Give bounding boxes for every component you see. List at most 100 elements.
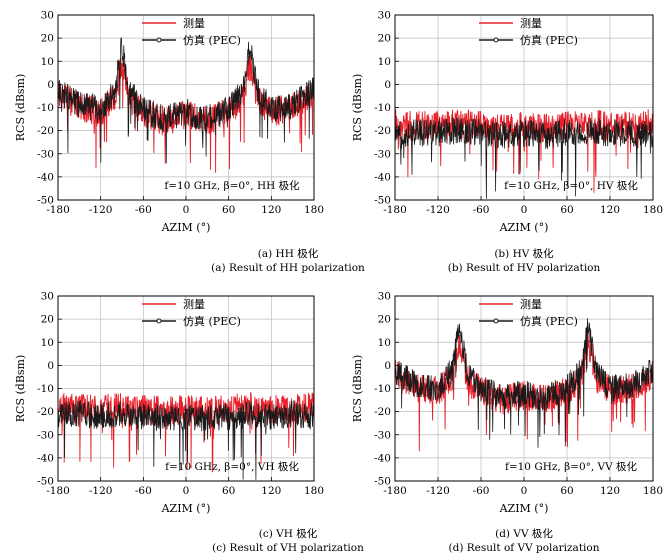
legend-marker — [156, 318, 162, 324]
y-tick-label: -30 — [37, 429, 54, 441]
x-tick-label: -180 — [383, 204, 407, 216]
y-tick-label: 20 — [41, 33, 54, 45]
x-tick-label: 0 — [183, 204, 190, 216]
x-tick-label: -180 — [46, 485, 70, 497]
legend-marker — [493, 318, 499, 324]
y-tick-label: -10 — [37, 383, 54, 395]
y-tick-label: -20 — [37, 125, 54, 137]
y-tick-label: 30 — [378, 291, 391, 303]
condition-annotation: f=10 GHz, β=0°, VH 极化 — [165, 460, 299, 473]
x-tick-label: -120 — [89, 204, 113, 216]
series-line-simulated — [395, 116, 653, 199]
x-tick-label: -60 — [473, 204, 490, 216]
y-tick-label: -10 — [37, 102, 54, 114]
caption-d: (d) VV 极化 (d) Result of VV polarization — [374, 527, 668, 555]
y-tick-label: 10 — [378, 337, 391, 349]
y-tick-label: 20 — [378, 33, 391, 45]
x-tick-label: -180 — [46, 204, 70, 216]
x-tick-label: 180 — [643, 485, 663, 497]
y-tick-label: 30 — [41, 10, 54, 22]
x-tick-label: 60 — [560, 485, 573, 497]
y-tick-label: -20 — [37, 406, 54, 418]
condition-annotation: f=10 GHz, β=0°, HH 极化 — [164, 179, 300, 192]
x-tick-label: 120 — [261, 485, 281, 497]
legend-entry: 测量 — [183, 17, 205, 30]
caption-b-en: (b) Result of HV polarization — [447, 262, 601, 274]
y-tick-label: -30 — [374, 429, 391, 441]
panel-d: -180 -120 -60 0 60 120 180 -50 -40 -30 -20 -10 0 10 20… — [351, 291, 663, 516]
x-tick-label: 0 — [521, 485, 528, 497]
x-tick-label: -120 — [89, 485, 113, 497]
y-tick-label: 0 — [384, 79, 391, 91]
y-tick-label: 30 — [41, 291, 54, 303]
y-tick-label: 0 — [47, 79, 54, 91]
x-tick-label: 180 — [643, 204, 663, 216]
legend-entry: 测量 — [520, 298, 542, 311]
condition-annotation: f=10 GHz, β=0°, HV 极化 — [504, 179, 638, 192]
y-tick-label: -20 — [374, 125, 391, 137]
caption-d-cn: (d) VV 极化 — [495, 528, 553, 540]
legend-entry: 仿真 (PEC) — [183, 314, 241, 328]
x-axis-label: AZIM (°) — [499, 502, 549, 515]
y-tick-label: -50 — [374, 476, 391, 488]
caption-b-cn: (b) HV 极化 — [494, 248, 554, 260]
x-tick-label: 180 — [304, 485, 324, 497]
y-tick-label: 20 — [41, 314, 54, 326]
legend-entry: 仿真 (PEC) — [520, 314, 578, 328]
y-tick-label: -50 — [37, 476, 54, 488]
y-axis-label: RCS (dBsm) — [14, 74, 27, 142]
caption-b: (b) HV 极化 (b) Result of HV polarization — [374, 247, 668, 275]
x-tick-label: 60 — [222, 485, 235, 497]
y-tick-label: -40 — [37, 452, 54, 464]
x-tick-label: 0 — [521, 204, 528, 216]
y-tick-label: -40 — [374, 452, 391, 464]
caption-a-cn: (a) HH 极化 — [257, 248, 319, 260]
y-tick-label: -10 — [374, 383, 391, 395]
series-line-simulated — [58, 37, 314, 164]
x-axis-label: AZIM (°) — [161, 221, 211, 234]
x-tick-label: -120 — [426, 204, 450, 216]
caption-c-en: (c) Result of VH polarization — [212, 542, 364, 554]
x-tick-label: 60 — [560, 204, 573, 216]
x-tick-label: 0 — [183, 485, 190, 497]
legend-marker — [156, 37, 162, 43]
y-tick-label: -20 — [374, 406, 391, 418]
panel-a: -180 -120 -60 0 60 120 180 -50 -40 -30 -20 -10 0 10 20… — [14, 10, 324, 235]
x-tick-label: 60 — [222, 204, 235, 216]
x-tick-label: 120 — [600, 204, 620, 216]
x-tick-label: -120 — [426, 485, 450, 497]
series-line-simulated — [58, 400, 314, 480]
legend-entry: 仿真 (PEC) — [520, 33, 578, 47]
panel-c: -180 -120 -60 0 60 120 180 -50 -40 -30 -20 -10 0 10 20… — [14, 291, 324, 516]
y-tick-label: 10 — [41, 56, 54, 68]
x-axis-label: AZIM (°) — [499, 221, 549, 234]
caption-a-en: (a) Result of HH polarization — [211, 262, 365, 274]
y-tick-label: 0 — [47, 360, 54, 372]
y-tick-label: -40 — [374, 171, 391, 183]
series-line-measured — [395, 109, 653, 193]
y-tick-label: -10 — [374, 102, 391, 114]
x-tick-label: 120 — [600, 485, 620, 497]
y-tick-label: -40 — [37, 171, 54, 183]
y-tick-label: 0 — [384, 360, 391, 372]
legend-entry: 仿真 (PEC) — [183, 33, 241, 47]
x-axis-label: AZIM (°) — [161, 502, 211, 515]
legend-entry: 测量 — [520, 17, 542, 30]
condition-annotation: f=10 GHz, β=0°, VV 极化 — [505, 460, 638, 473]
y-axis-label: RCS (dBsm) — [351, 355, 364, 423]
y-tick-label: -30 — [37, 148, 54, 160]
y-axis-label: RCS (dBsm) — [351, 74, 364, 142]
y-tick-label: -50 — [374, 195, 391, 207]
y-tick-label: 30 — [378, 10, 391, 22]
caption-d-en: (d) Result of VV polarization — [448, 542, 600, 554]
caption-a: (a) HH 极化 (a) Result of HH polarization — [138, 247, 438, 275]
series-line-simulated — [395, 318, 653, 448]
y-tick-label: 10 — [41, 337, 54, 349]
x-tick-label: -60 — [135, 485, 152, 497]
y-tick-label: 10 — [378, 56, 391, 68]
y-tick-label: -50 — [37, 195, 54, 207]
